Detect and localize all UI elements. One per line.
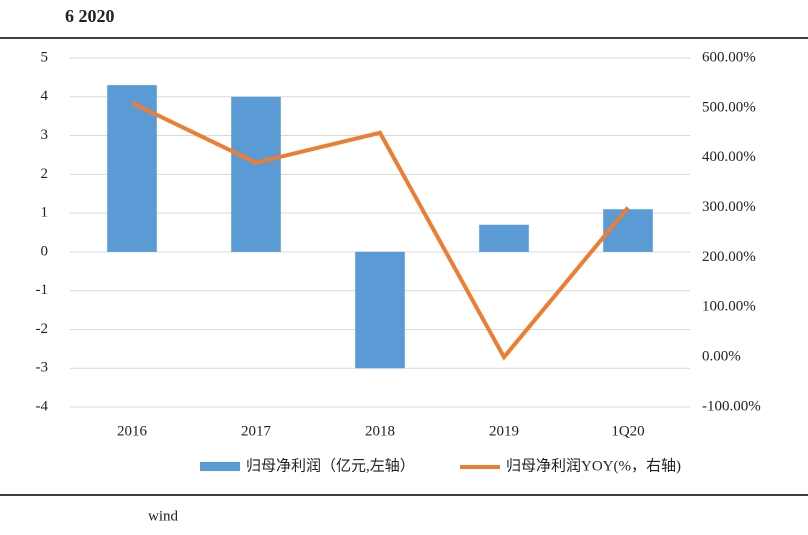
bar xyxy=(231,96,281,252)
legend-label: 归母净利润YOY(%，右轴) xyxy=(506,457,681,474)
line xyxy=(131,101,630,361)
y-tick-label: 5 xyxy=(41,49,49,65)
y-tick-label: 3 xyxy=(41,127,49,143)
x-tick-label: 2016 xyxy=(117,423,148,439)
legend-swatch xyxy=(200,462,240,471)
y2-tick-label: 400.00% xyxy=(702,149,756,165)
y-tick-label: -2 xyxy=(36,321,49,337)
y2-tick-label: 200.00% xyxy=(702,249,756,265)
y-tick-label: -3 xyxy=(36,360,49,376)
bar xyxy=(479,224,529,252)
y2-tick-label: 0.00% xyxy=(702,349,741,365)
y-tick-label: 1 xyxy=(41,205,49,221)
x-tick-label: 2017 xyxy=(241,423,272,439)
x-tick-label: 2018 xyxy=(365,423,395,439)
legend-label: 归母净利润（亿元,左轴） xyxy=(246,457,415,474)
y-tick-label: -1 xyxy=(36,282,49,298)
y-tick-label: 2 xyxy=(41,166,49,182)
y2-tick-label: 100.00% xyxy=(702,299,756,315)
bar xyxy=(355,251,405,369)
header-title: 6 2020 xyxy=(65,6,115,26)
source: wind xyxy=(148,508,179,524)
y-tick-label: 4 xyxy=(41,88,49,104)
x-tick-label: 2019 xyxy=(489,423,519,439)
y2-tick-label: 500.00% xyxy=(702,99,756,115)
y-tick-label: -4 xyxy=(36,398,49,414)
y-tick-label: 0 xyxy=(41,243,49,259)
y2-tick-label: -100.00% xyxy=(702,398,761,414)
y2-tick-label: 600.00% xyxy=(702,49,756,65)
y2-tick-label: 300.00% xyxy=(702,199,756,215)
x-tick-label: 1Q20 xyxy=(611,423,644,439)
